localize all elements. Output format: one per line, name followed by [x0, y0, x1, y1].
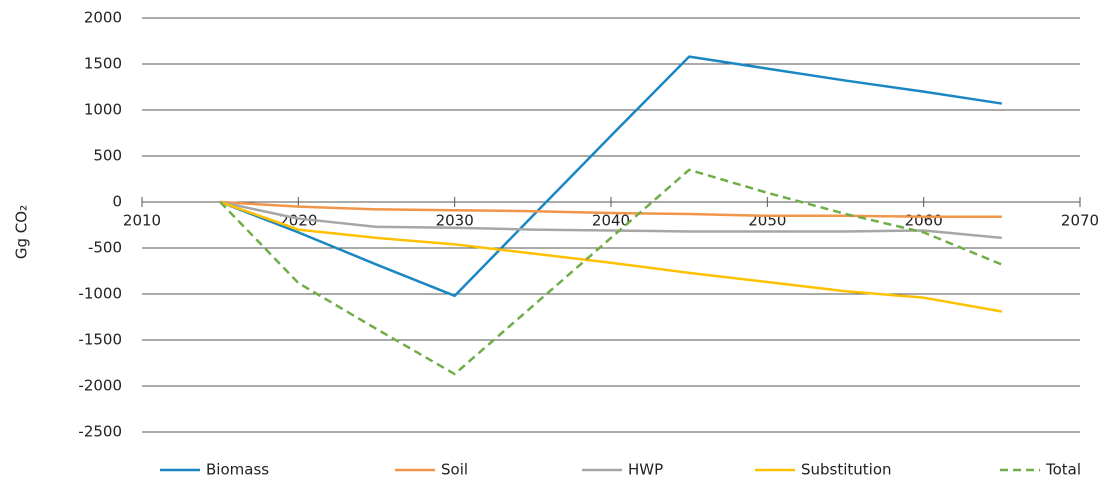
- y-axis-label: Gg CO₂: [13, 205, 31, 259]
- legend-label: Substitution: [801, 461, 892, 479]
- x-tick-label: 2050: [748, 212, 786, 230]
- x-tick-label: 2030: [436, 212, 474, 230]
- y-tick-label: -2000: [78, 377, 122, 395]
- y-tick-label: -500: [88, 239, 122, 257]
- legend-label: HWP: [628, 461, 663, 479]
- y-tick-label: -1500: [78, 331, 122, 349]
- legend-label: Soil: [441, 461, 468, 479]
- y-tick-label: 1500: [84, 55, 122, 73]
- x-tick-label: 2070: [1061, 212, 1099, 230]
- legend-label: Biomass: [206, 461, 269, 479]
- x-tick-label: 2040: [592, 212, 630, 230]
- series-line: [220, 200, 1002, 218]
- y-tick-label: 0: [112, 193, 122, 211]
- y-tick-label: -2500: [78, 423, 122, 441]
- series-line: [219, 168, 1003, 376]
- series-line: [219, 200, 1002, 240]
- y-tick-label: -1000: [78, 285, 122, 303]
- y-tick-label: 500: [93, 147, 122, 165]
- series-line: [219, 200, 1003, 313]
- x-tick-label: 2060: [905, 212, 943, 230]
- x-tick-label: 2010: [123, 212, 161, 230]
- y-tick-label: 1000: [84, 101, 122, 119]
- legend-label: Total: [1045, 461, 1081, 479]
- y-tick-label: 2000: [84, 9, 122, 27]
- series-line: [219, 55, 1003, 298]
